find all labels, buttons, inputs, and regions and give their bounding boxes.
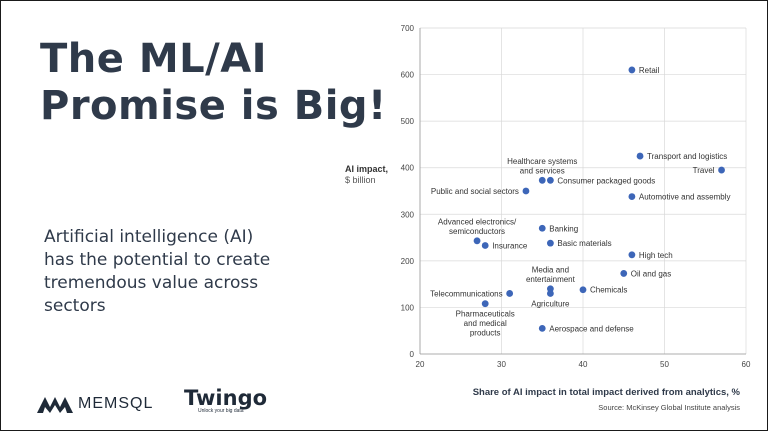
data-point <box>547 176 554 184</box>
data-point-label-line: Retail <box>639 66 660 75</box>
body-line: Artificial intelligence (AI) <box>44 227 254 247</box>
data-point <box>547 239 554 247</box>
twingo-tagline: Unlock your big data <box>198 408 244 414</box>
data-point-label: Telecommunications <box>430 289 502 298</box>
twingo-wordmark: Twingo <box>184 386 268 410</box>
data-point-label-line: Chemicals <box>590 286 627 295</box>
data-point <box>547 290 554 297</box>
y-tick-label: 100 <box>401 303 415 312</box>
x-tick-label: 20 <box>416 360 425 369</box>
data-point <box>628 251 636 259</box>
slide-body-text: Artificial intelligence (AI) has the pot… <box>44 226 334 318</box>
data-point-label: Advanced electronics/semiconductors <box>438 217 517 236</box>
data-point-label: Public and social sectors <box>431 187 519 196</box>
chart-source: Source: McKinsey Global Institute analys… <box>598 403 740 412</box>
data-point-label-line: Travel <box>693 166 715 175</box>
y-axis-unit: $ billion <box>345 175 376 185</box>
data-point <box>620 270 628 277</box>
memsql-logo: MEMSQL <box>36 393 153 415</box>
data-point <box>636 152 644 160</box>
data-point-label: Aerospace and defense <box>549 324 634 333</box>
data-point-label-line: Oil and gas <box>631 269 671 278</box>
data-point-label-line: Automotive and assembly <box>639 193 731 202</box>
data-point-label: Pharmaceuticals and medical products <box>456 310 515 338</box>
data-point <box>506 290 514 297</box>
data-point-label-line: Aerospace and defense <box>549 324 634 333</box>
y-tick-label: 300 <box>401 210 415 219</box>
data-point-label: Automotive and assembly <box>639 193 731 202</box>
data-point-label-line: Telecommunications <box>430 289 502 298</box>
data-point <box>481 300 489 308</box>
data-point-label-line: Insurance <box>492 241 528 250</box>
body-line: has the potential to create <box>44 250 271 270</box>
x-tick-label: 50 <box>660 360 669 369</box>
data-point-label-line: High tech <box>639 251 673 260</box>
data-point-label-line: Agriculture <box>531 299 570 308</box>
body-line: tremendous value across <box>44 273 259 293</box>
memsql-mark-icon <box>37 397 73 413</box>
data-point <box>538 224 546 232</box>
data-point-label-line: Advanced electronics/ <box>438 217 517 226</box>
data-point-label-line: products <box>470 329 501 338</box>
y-tick-label: 0 <box>410 350 415 359</box>
body-line: sectors <box>44 296 106 316</box>
data-point <box>481 242 489 249</box>
data-point-label: Healthcare systems and services <box>507 157 577 176</box>
data-point-label-line: Consumer packaged goods <box>557 176 655 185</box>
data-point-label-line: Pharmaceuticals <box>456 310 515 319</box>
data-point <box>473 237 481 245</box>
data-point <box>547 285 554 293</box>
data-point <box>522 187 530 195</box>
y-tick-label: 500 <box>401 117 415 126</box>
data-point-label-line: Basic materials <box>557 239 611 248</box>
data-point-label-line: and services <box>520 166 565 175</box>
data-point <box>538 324 546 332</box>
data-point-label: High tech <box>639 251 673 260</box>
data-point-label-line: Healthcare systems <box>507 157 577 166</box>
data-point-label: Travel <box>693 166 715 175</box>
data-point-label-line: Public and social sectors <box>431 187 519 196</box>
data-point-label: Insurance <box>492 241 528 250</box>
y-axis-label: AI impact, <box>345 164 388 174</box>
data-point <box>628 66 636 74</box>
x-tick-label: 30 <box>497 360 506 369</box>
data-point <box>538 176 546 184</box>
data-point-label-line: Transport and logistics <box>647 152 727 161</box>
y-tick-label: 400 <box>401 164 415 173</box>
y-tick-label: 700 <box>401 24 415 33</box>
data-point-label: Media and entertainment <box>526 265 576 284</box>
data-point-label: Basic materials <box>557 239 611 248</box>
x-tick-label: 40 <box>579 360 588 369</box>
title-line: The ML/AI <box>40 36 268 82</box>
x-tick-label: 60 <box>742 360 751 369</box>
data-point-label-line: Media and <box>532 265 569 274</box>
title-line: Promise is Big! <box>40 83 387 129</box>
data-point-label-line: semiconductors <box>449 227 505 236</box>
twingo-logo: Twingo Unlock your big data <box>184 386 267 414</box>
data-point-label-line: and medical <box>464 319 507 328</box>
data-point-label: Oil and gas <box>631 269 671 278</box>
data-point <box>718 166 725 174</box>
y-tick-label: 200 <box>401 257 415 266</box>
data-point-label: Agriculture <box>531 299 570 308</box>
data-point-label: Chemicals <box>590 286 627 295</box>
slide-title: The ML/AI Promise is Big! <box>40 36 387 130</box>
data-point-label: Retail <box>639 66 660 75</box>
data-point-label-line: entertainment <box>526 275 576 284</box>
data-point-label-line: Banking <box>549 224 578 233</box>
memsql-wordmark: MEMSQL <box>78 395 154 412</box>
data-point <box>628 193 636 200</box>
data-point-label: Banking <box>549 224 578 233</box>
data-point-label: Consumer packaged goods <box>557 176 655 185</box>
data-point-label: Transport and logistics <box>647 152 727 161</box>
y-tick-label: 600 <box>401 71 415 80</box>
x-axis-label: Share of AI impact in total impact deriv… <box>473 387 741 398</box>
data-point <box>579 286 587 294</box>
